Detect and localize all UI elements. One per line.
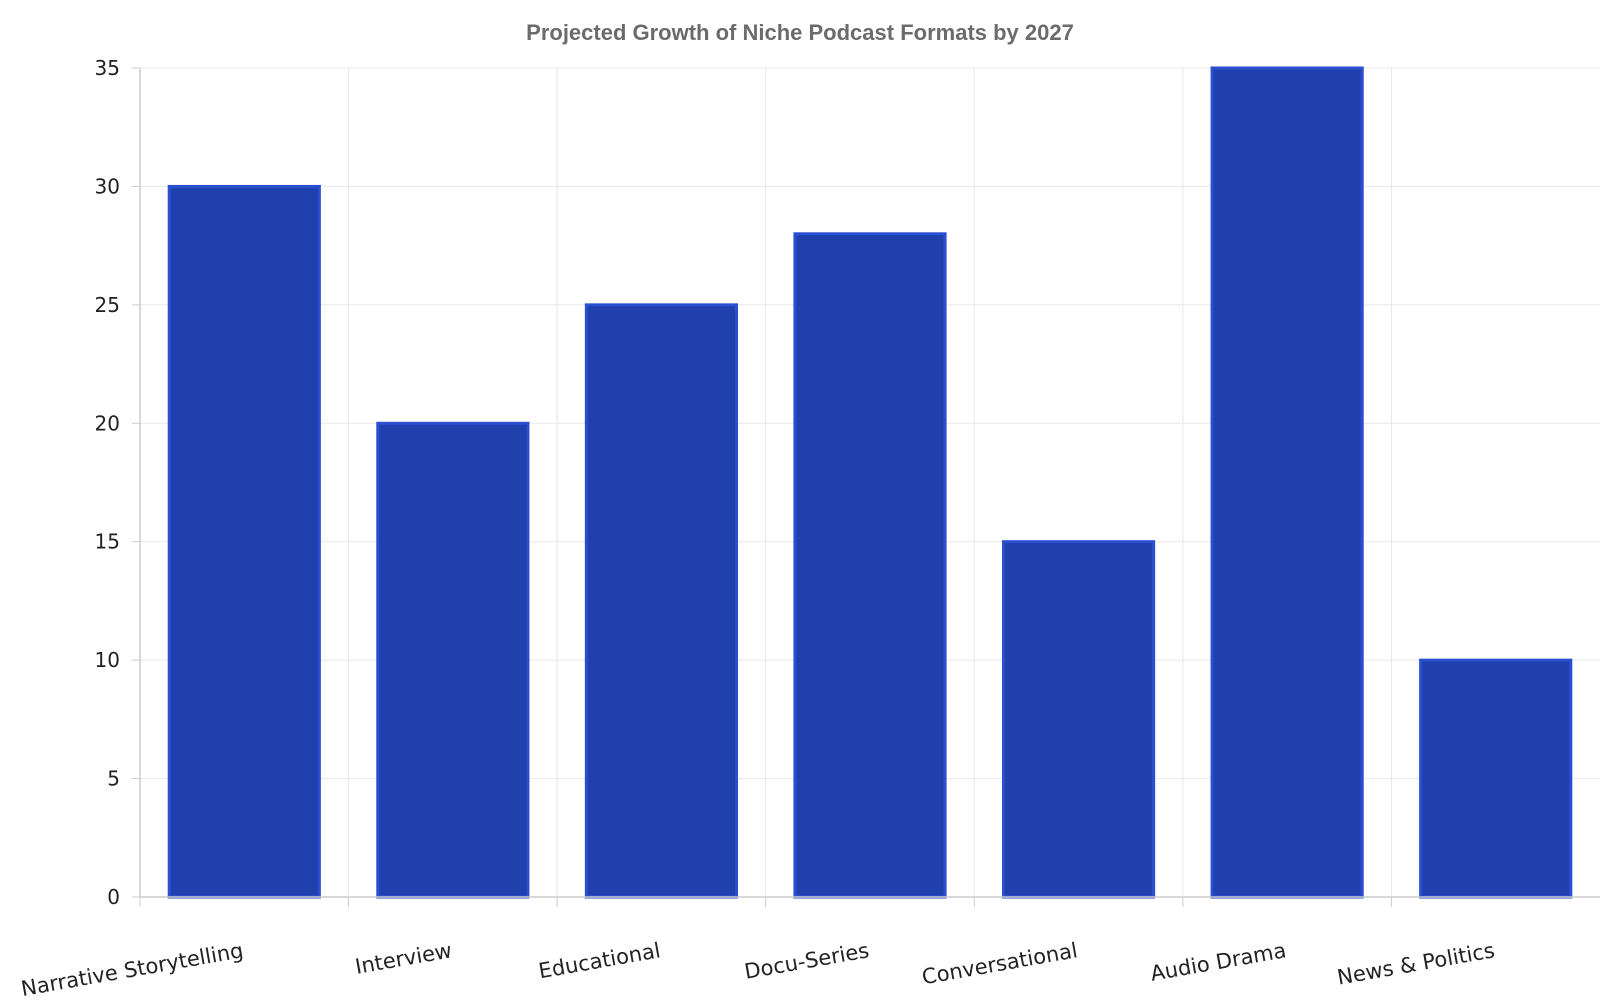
bar-narrative-storytelling xyxy=(167,184,321,899)
x-tick-label: Docu-Series xyxy=(743,938,871,984)
y-tick-label: 0 xyxy=(107,885,120,909)
y-tick-label: 5 xyxy=(107,767,120,791)
bar-conversational xyxy=(1001,540,1156,899)
x-tick-label: Educational xyxy=(537,938,663,983)
y-tick-label: 30 xyxy=(95,174,120,198)
x-tick-label: Interview xyxy=(353,938,453,979)
chart-title: Projected Growth of Niche Podcast Format… xyxy=(526,20,1074,45)
x-tick-label: Audio Drama xyxy=(1149,938,1288,985)
x-tick-label: Narrative Storytelling xyxy=(19,938,245,1000)
y-tick-label: 25 xyxy=(95,293,120,317)
bar-educational xyxy=(584,303,739,899)
x-tick-label: Conversational xyxy=(920,938,1079,989)
x-tick-label: News & Politics xyxy=(1335,938,1496,989)
y-tick-label: 35 xyxy=(95,56,120,80)
bar-news-politics xyxy=(1419,658,1573,899)
x-tick-labels: Narrative Storytelling Interview Education… xyxy=(19,938,1496,1001)
y-tick-label: 15 xyxy=(95,530,120,554)
bar-docu-series xyxy=(793,232,947,899)
y-tick-labels: 0 5 10 15 20 25 30 35 xyxy=(95,56,120,909)
y-tick-label: 20 xyxy=(95,411,120,435)
bars xyxy=(167,66,1573,899)
bar-audio-drama xyxy=(1210,66,1364,899)
axes xyxy=(132,67,1600,907)
bar-interview xyxy=(376,421,530,899)
y-tick-label: 10 xyxy=(95,648,120,672)
